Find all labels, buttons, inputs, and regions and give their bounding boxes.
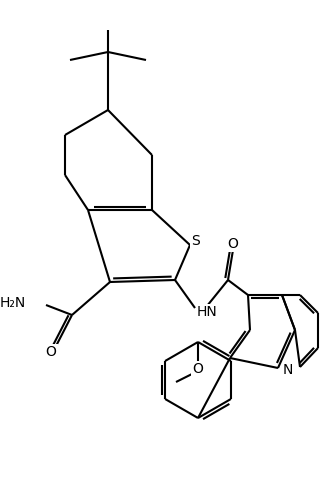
Text: HN: HN (197, 305, 218, 319)
Text: O: O (228, 237, 238, 251)
Text: N: N (283, 363, 293, 377)
Text: H₂N: H₂N (0, 296, 26, 310)
Text: S: S (192, 234, 200, 248)
Text: O: O (193, 362, 204, 376)
Text: O: O (46, 345, 57, 359)
